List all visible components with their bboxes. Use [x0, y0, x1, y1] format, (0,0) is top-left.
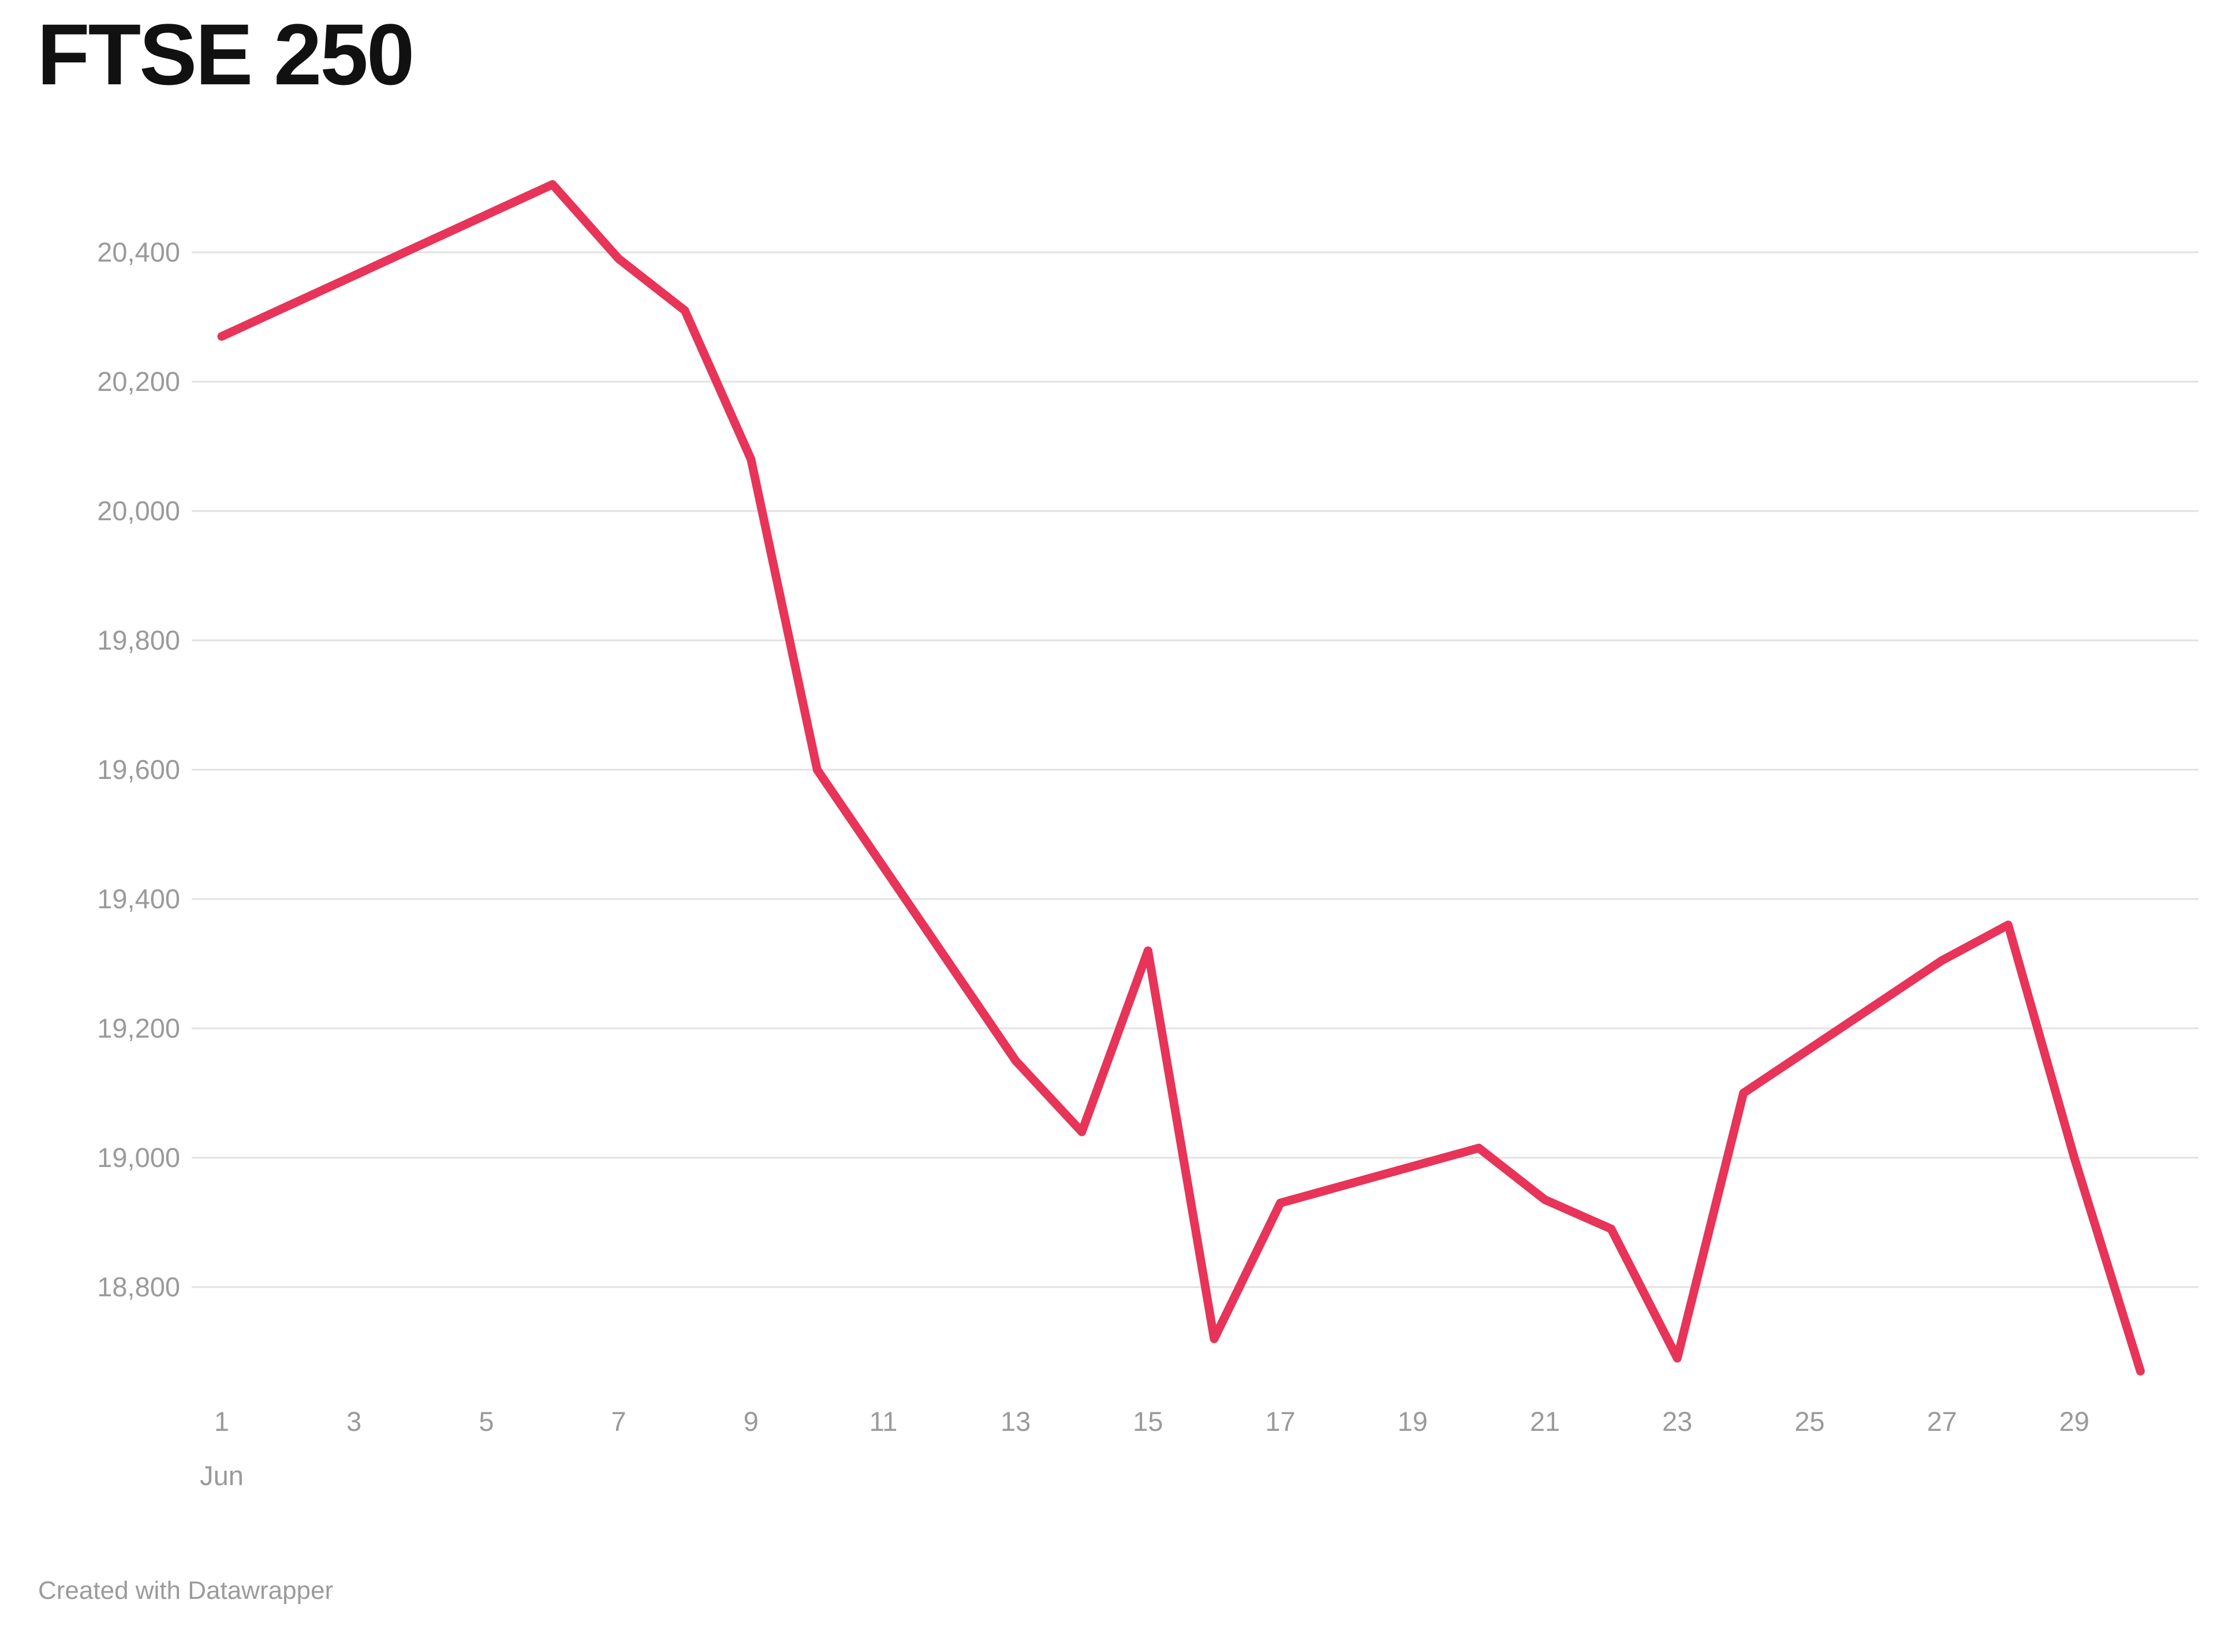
x-axis-tick-label: 1 [214, 1406, 229, 1437]
y-axis-tick-label: 20,200 [97, 366, 180, 397]
footer-credit: Created with Datawrapper [38, 1576, 334, 1605]
y-axis-tick-label: 19,600 [97, 754, 180, 785]
x-axis-tick-label: 3 [346, 1406, 361, 1437]
x-axis-tick-label: 15 [1133, 1406, 1163, 1437]
month-label: Jun [200, 1460, 244, 1491]
y-axis-tick-label: 20,400 [97, 237, 180, 267]
price-line [217, 180, 2145, 1376]
y-axis-tick-label: 19,000 [97, 1142, 180, 1173]
y-axis-tick-label: 19,400 [97, 883, 180, 914]
y-axis-tick-label: 18,800 [97, 1271, 180, 1302]
y-axis-tick-label: 20,000 [97, 495, 180, 526]
x-axis-tick-label: 7 [611, 1406, 626, 1437]
y-axis-tick-label: 19,200 [97, 1013, 180, 1043]
gridline-group [192, 251, 2199, 1288]
y-axis-labels: 20,400 20,200 20,000 19,800 19,600 19,400 19,2… [97, 237, 180, 1302]
chart-title: FTSE 250 [37, 6, 415, 103]
x-axis-tick-label: 23 [1662, 1406, 1692, 1437]
x-axis-tick-label: 21 [1530, 1406, 1560, 1437]
x-axis-tick-label: 5 [479, 1406, 494, 1437]
series-group [217, 180, 2145, 1376]
x-axis-tick-label: 9 [744, 1406, 759, 1437]
x-axis-tick-label: 25 [1794, 1406, 1824, 1437]
x-axis-tick-label: 27 [1927, 1406, 1957, 1437]
y-axis-tick-label: 19,800 [97, 625, 180, 655]
x-axis-tick-label: 29 [2059, 1406, 2089, 1437]
x-axis-tick-label: 19 [1398, 1406, 1428, 1437]
x-axis-tick-label: 11 [869, 1406, 898, 1437]
x-axis-tick-label: 17 [1265, 1406, 1295, 1437]
x-axis-tick-label: 13 [1001, 1406, 1031, 1437]
